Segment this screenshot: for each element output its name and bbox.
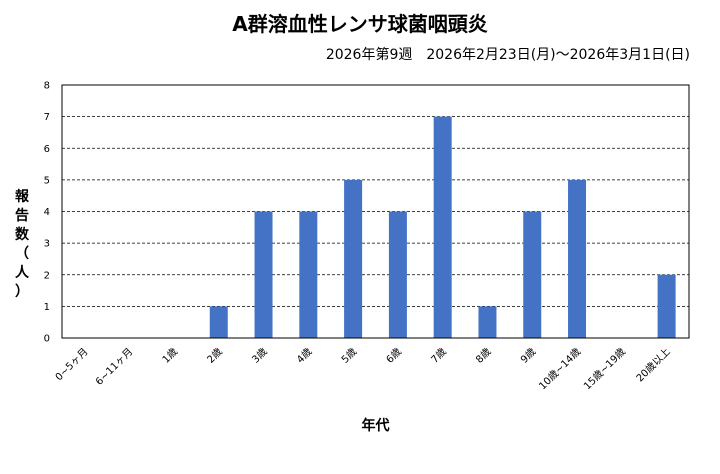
y-axis-label-char: 告 bbox=[15, 208, 29, 224]
bar bbox=[299, 211, 318, 338]
x-tick-label: 2歳 bbox=[205, 346, 225, 366]
x-axis-label: 年代 bbox=[361, 418, 390, 434]
y-tick-label: 8 bbox=[44, 81, 50, 92]
x-tick-label: 7歳 bbox=[429, 346, 449, 366]
bar bbox=[523, 211, 542, 338]
x-tick-label: 5歳 bbox=[339, 346, 359, 366]
x-tick-label: 3歳 bbox=[250, 346, 270, 366]
bar bbox=[388, 211, 407, 338]
chart-title: A群溶血性レンサ球菌咽頭炎 bbox=[232, 12, 488, 36]
x-tick-label: 6~11ヶ月 bbox=[93, 346, 135, 388]
y-axis-label-char: 報 bbox=[15, 189, 29, 205]
bar bbox=[209, 306, 228, 338]
y-axis-label-char: （ bbox=[15, 246, 29, 262]
x-tick-label: 10歳~14歳 bbox=[537, 346, 584, 393]
bar bbox=[478, 306, 497, 338]
y-axis-label-char: ） bbox=[15, 284, 29, 300]
y-tick-label: 0 bbox=[44, 334, 50, 345]
x-tick-label: 1歳 bbox=[160, 346, 180, 366]
x-tick-label: 6歳 bbox=[384, 346, 404, 366]
y-tick-label: 4 bbox=[44, 207, 50, 218]
bar bbox=[433, 116, 452, 338]
bar bbox=[657, 274, 676, 338]
y-tick-label: 7 bbox=[44, 112, 50, 123]
y-axis-label-char: 数 bbox=[15, 227, 29, 243]
x-tick-label: 15歳~19歳 bbox=[581, 346, 628, 393]
x-tick-label: 0~5ヶ月 bbox=[53, 346, 91, 384]
y-tick-label: 5 bbox=[44, 175, 50, 186]
y-tick-label: 2 bbox=[44, 270, 50, 281]
y-tick-label: 1 bbox=[44, 302, 50, 313]
y-tick-label: 6 bbox=[44, 144, 50, 155]
y-axis-label: 報 告 数 （ 人 ） bbox=[12, 188, 32, 302]
bar bbox=[344, 179, 363, 338]
y-tick-label: 3 bbox=[44, 239, 50, 250]
bar bbox=[254, 211, 273, 338]
y-axis-label-char: 人 bbox=[15, 265, 29, 281]
x-tick-label: 8歳 bbox=[474, 346, 494, 366]
x-tick-label: 9歳 bbox=[518, 346, 538, 366]
bar bbox=[568, 179, 587, 338]
x-tick-label: 4歳 bbox=[294, 346, 314, 366]
x-tick-label: 20歳以上 bbox=[634, 346, 673, 385]
chart-subtitle: 2026年第9週 2026年2月23日(月)～2026年3月1日(日) bbox=[325, 47, 690, 63]
